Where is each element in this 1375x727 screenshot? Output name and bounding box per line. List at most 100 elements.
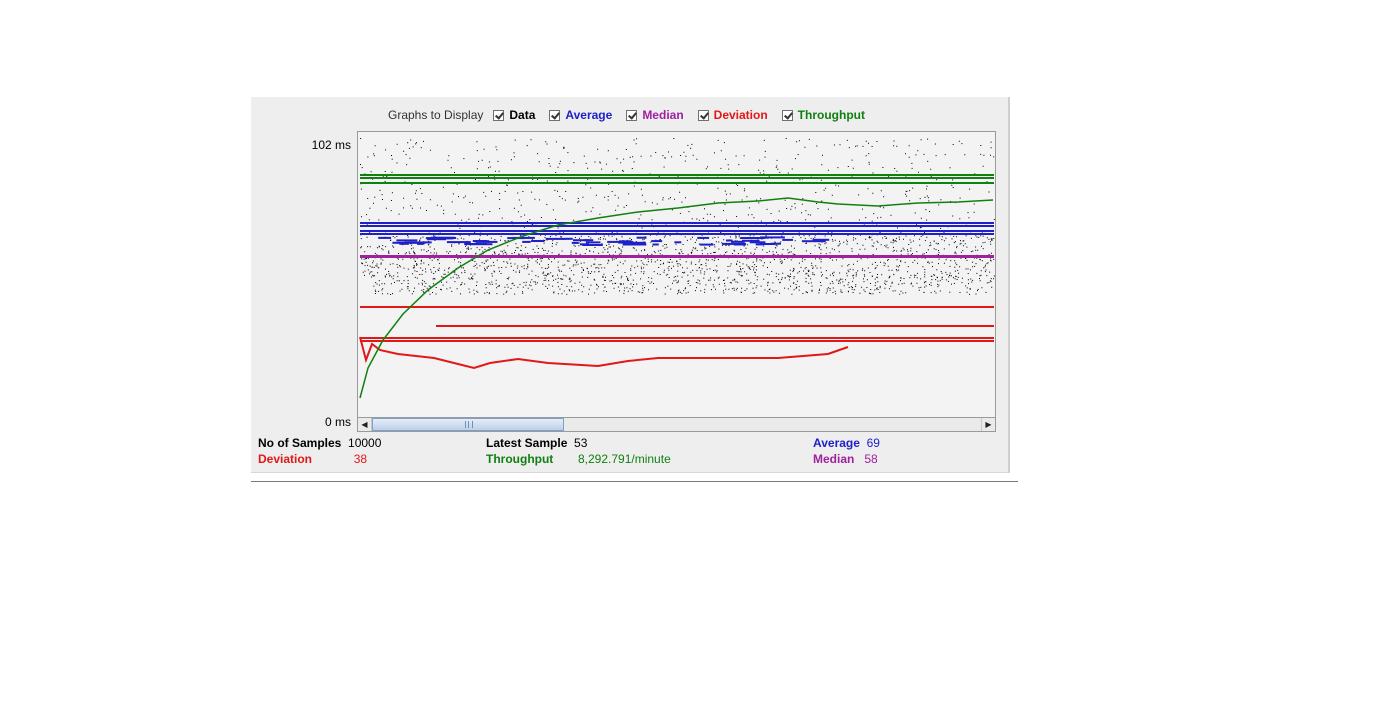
average-segment [607, 240, 633, 243]
throughput-trend-line [359, 197, 994, 399]
average-segment [740, 237, 765, 239]
average-segment [636, 236, 647, 239]
checkbox-checked-icon[interactable] [781, 109, 793, 121]
average-segment [582, 244, 603, 246]
response-time-graph [357, 131, 996, 432]
graphs-to-display-label: Graphs to Display [388, 108, 484, 122]
average-value: 69 [866, 436, 880, 450]
average-stat: Average 69 [813, 436, 880, 450]
latest-sample-stat: Latest Sample 53 [486, 436, 588, 450]
average-line [360, 233, 994, 235]
scroll-left-arrow-icon[interactable]: ◀ [358, 418, 372, 431]
average-segment [545, 237, 567, 240]
scroll-right-arrow-icon[interactable]: ▶ [981, 418, 995, 431]
average-segment [674, 241, 682, 244]
median-stat: Median 58 [813, 452, 878, 466]
average-segment [513, 236, 535, 239]
average-segment [531, 240, 545, 242]
y-axis-max-label: 102 ms [311, 138, 351, 152]
throughput-lines [359, 174, 994, 399]
average-segment [652, 243, 659, 246]
average-segment [585, 241, 601, 244]
samples-value: 10000 [348, 436, 382, 450]
throughput-stat: Throughput 8,292.791/minute [486, 452, 671, 466]
data-points [360, 138, 995, 295]
throughput-line [360, 174, 994, 176]
samples-stat: No of Samples 10000 [258, 436, 382, 450]
average-segment [733, 243, 746, 246]
average-segment [417, 241, 432, 244]
average-segment [464, 243, 487, 245]
throughput-value: 8,292.791/minute [578, 452, 671, 466]
average-segment [446, 241, 471, 244]
average-segment [812, 238, 830, 241]
average-segment [801, 240, 816, 243]
checkbox-checked-icon[interactable] [626, 109, 638, 121]
average-segment [399, 242, 409, 245]
deviation-line [360, 306, 994, 308]
divider [251, 481, 1018, 482]
average-segment [378, 236, 392, 239]
checkbox-checked-icon[interactable] [493, 109, 505, 121]
average-segment [622, 243, 645, 246]
deviation-value: 38 [353, 452, 368, 466]
data-checkbox[interactable]: Data [493, 108, 535, 122]
median-checkbox[interactable]: Median [626, 108, 684, 122]
scrollbar-thumb[interactable] [372, 418, 564, 431]
average-segment [697, 236, 710, 239]
deviation-lines [359, 306, 994, 370]
average-segment [522, 240, 531, 243]
average-lines [360, 222, 994, 246]
graph-results-panel: Graphs to Display Data Average Median De… [251, 97, 1010, 473]
average-segment [782, 238, 793, 241]
average-segment [731, 240, 745, 243]
average-segment [699, 243, 714, 246]
grip-icon [465, 421, 473, 428]
median-line [360, 255, 994, 258]
average-segment [749, 241, 766, 244]
median-lines [360, 255, 994, 258]
deviation-line [360, 340, 994, 342]
average-segment [580, 243, 589, 246]
average-segment [814, 240, 826, 243]
average-segment [751, 239, 760, 242]
average-segment [396, 239, 418, 242]
average-segment [755, 243, 764, 246]
deviation-line [436, 325, 994, 327]
average-segment [427, 238, 446, 241]
data-point-cloud [360, 138, 995, 295]
average-segment [631, 241, 646, 244]
average-checkbox[interactable]: Average [549, 108, 612, 122]
deviation-trend-line [359, 336, 849, 370]
average-segment [726, 239, 733, 242]
throughput-line [360, 182, 994, 184]
average-segment [573, 239, 590, 242]
checkbox-checked-icon[interactable] [697, 109, 709, 121]
throughput-line [360, 177, 994, 179]
average-segment [770, 242, 781, 245]
deviation-stat: Deviation 38 [258, 452, 368, 466]
average-segment [565, 237, 573, 240]
median-value: 58 [864, 452, 878, 466]
average-segment [445, 237, 457, 239]
average-segment [426, 237, 450, 240]
average-segment [651, 240, 663, 243]
throughput-checkbox[interactable]: Throughput [781, 108, 865, 122]
average-segment [472, 240, 487, 242]
y-axis-min-label: 0 ms [324, 415, 351, 429]
deviation-checkbox[interactable]: Deviation [697, 108, 768, 122]
average-line [360, 222, 994, 224]
average-segment [760, 236, 785, 239]
graph-canvas [359, 138, 995, 399]
graphs-to-display-bar: Graphs to Display Data Average Median De… [388, 107, 879, 123]
average-segment [760, 243, 775, 245]
average-segment [417, 242, 424, 245]
deviation-line [360, 337, 994, 339]
graph-horizontal-scrollbar[interactable]: ◀ ▶ [357, 417, 996, 432]
average-line [360, 230, 994, 232]
latest-sample-value: 53 [574, 436, 588, 450]
average-segment [571, 241, 579, 244]
average-line [360, 225, 994, 227]
average-segment [742, 239, 752, 242]
checkbox-checked-icon[interactable] [549, 109, 561, 121]
